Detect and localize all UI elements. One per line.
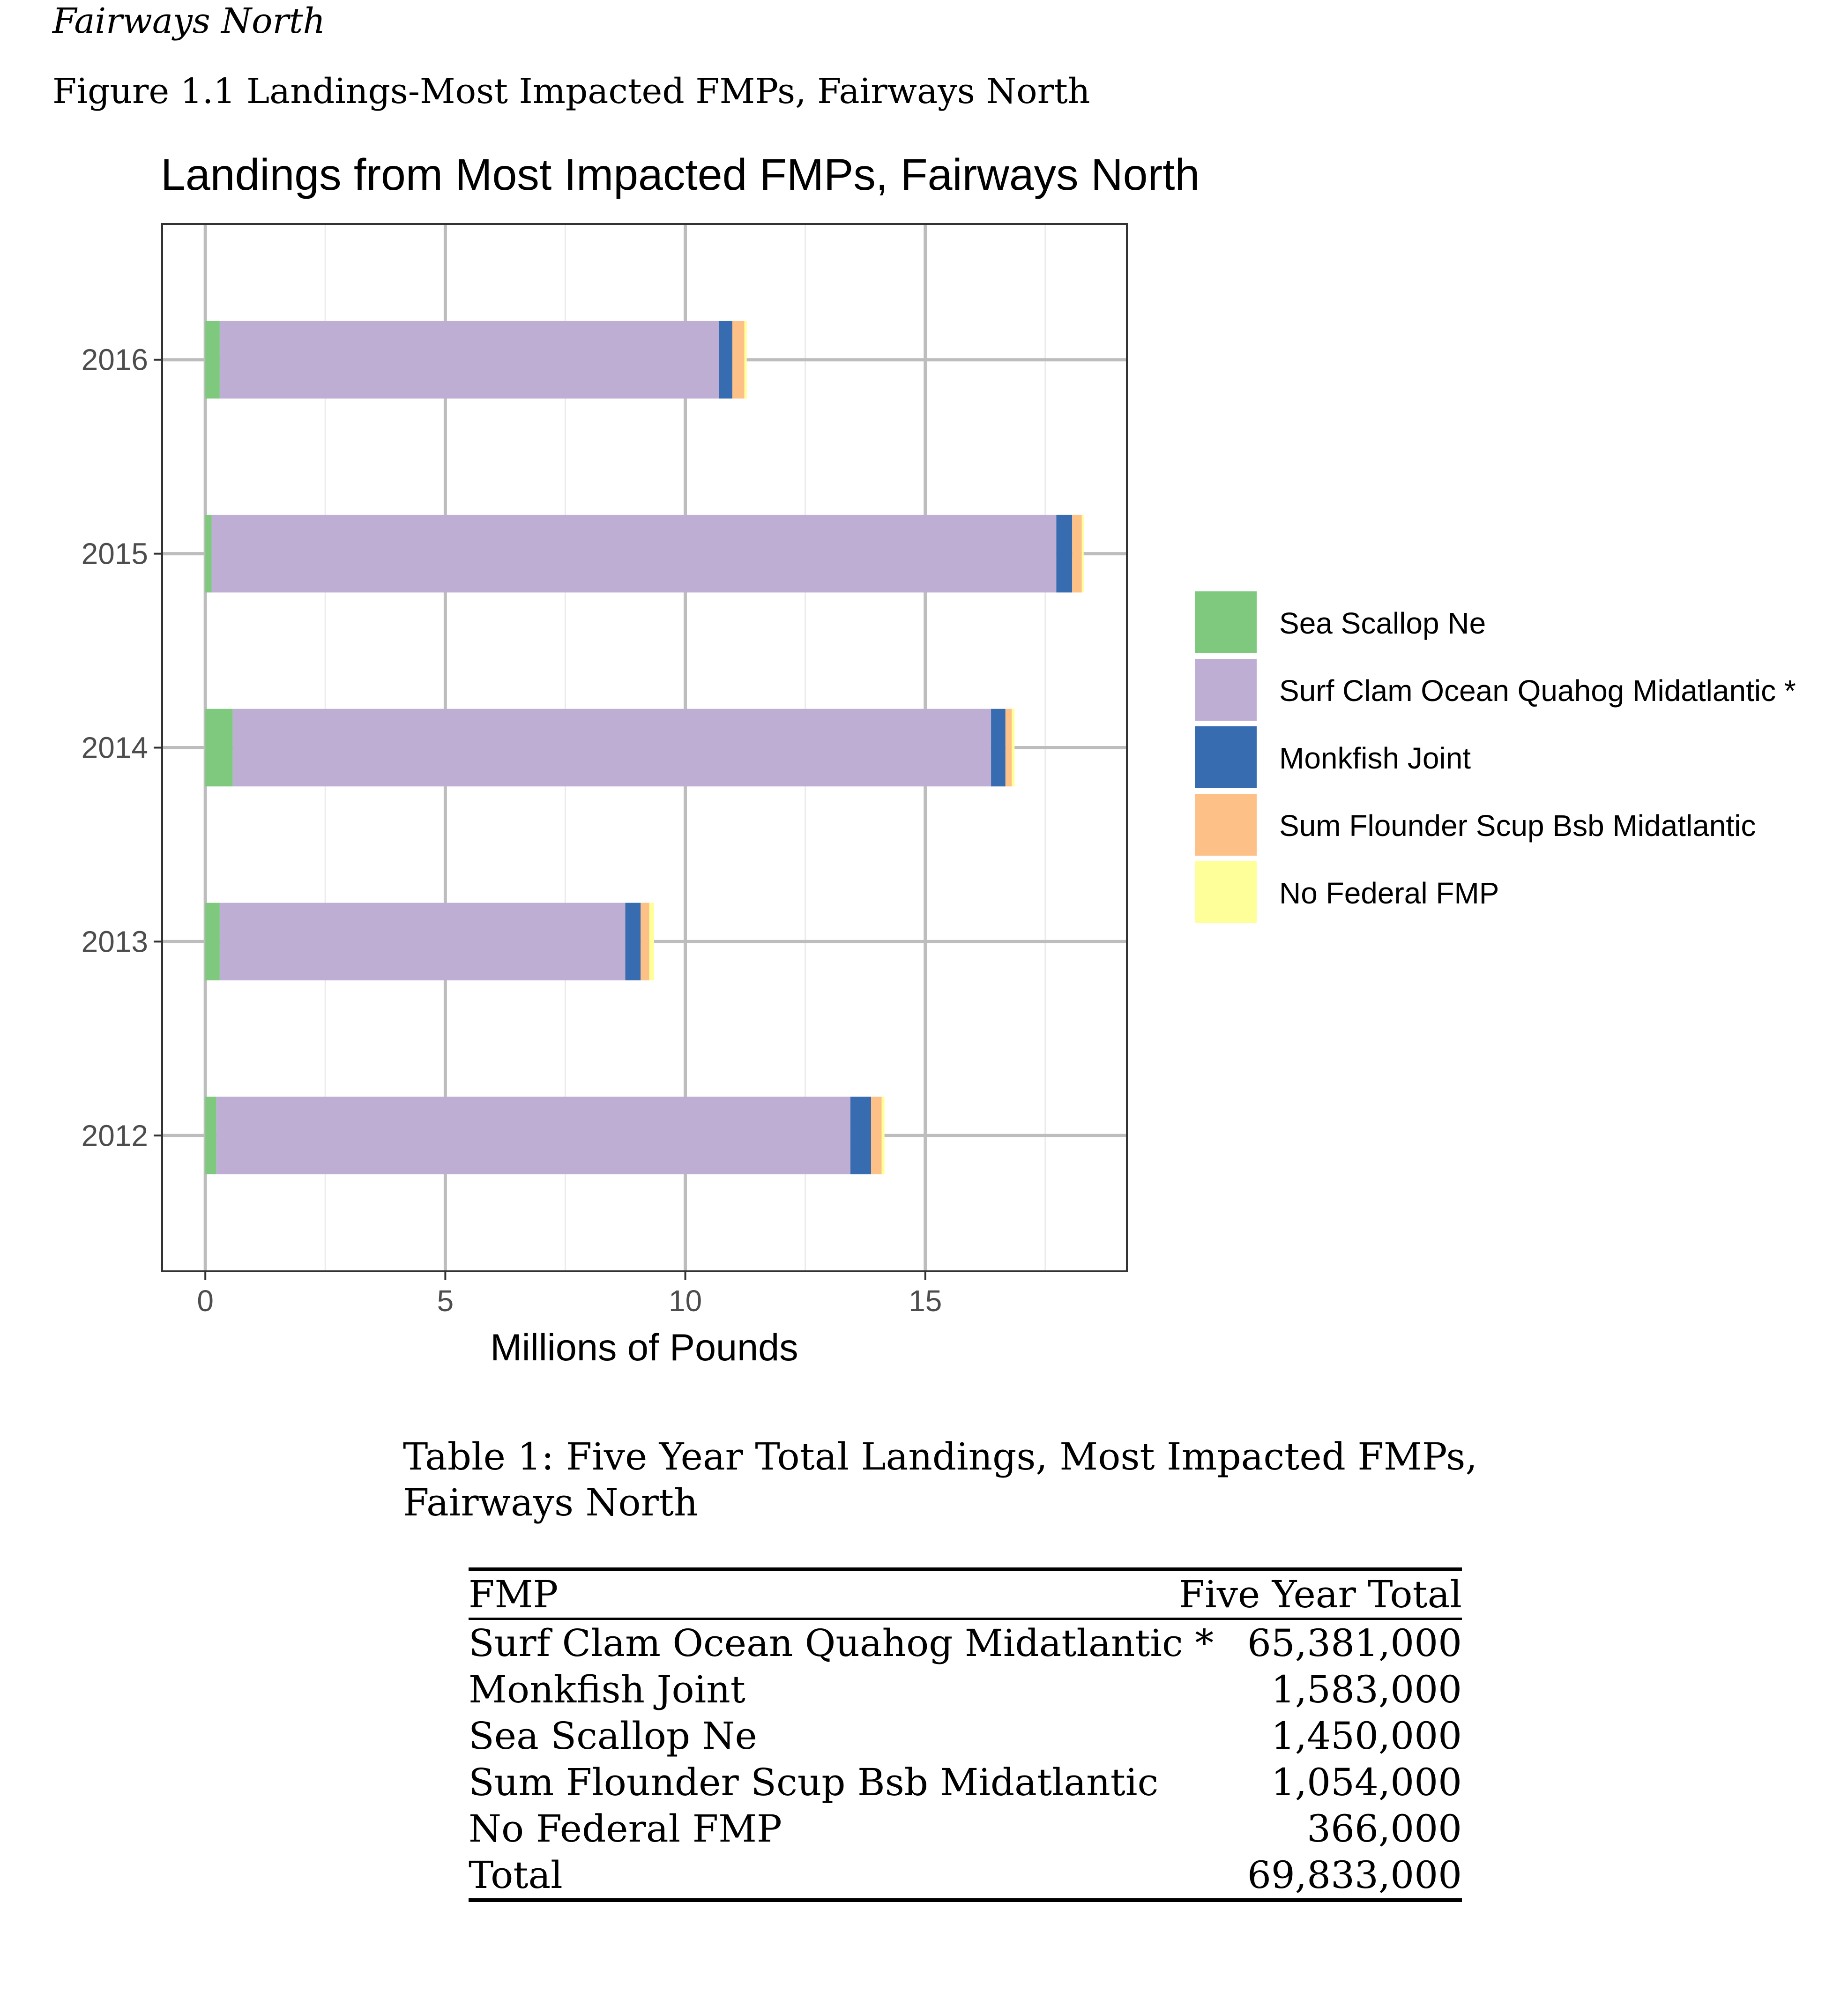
table-cell-total: 1,054,000 <box>1271 1761 1462 1804</box>
bar-segment <box>719 321 732 399</box>
x-tick-label: 5 <box>437 1284 454 1318</box>
figure-caption: Figure 1.1 Landings-Most Impacted FMPs, … <box>52 71 1090 112</box>
table-cell-total: 1,450,000 <box>1271 1714 1462 1758</box>
table-row: Sum Flounder Scup Bsb Midatlantic 1,054,… <box>469 1759 1462 1806</box>
x-axis-title: Millions of Pounds <box>490 1327 798 1369</box>
table-row: No Federal FMP 366,000 <box>469 1806 1462 1852</box>
bar-segment <box>219 903 626 981</box>
legend-label: Surf Clam Ocean Quahog Midatlantic * <box>1279 674 1796 708</box>
y-tick-label: 2013 <box>82 925 148 958</box>
chart-legend: Sea Scallop Ne Surf Clam Ocean Quahog Mid… <box>1195 591 1796 923</box>
legend-key <box>1195 659 1257 721</box>
x-tick-label: 15 <box>909 1284 942 1318</box>
table-total-row: Total 69,833,000 <box>469 1852 1462 1898</box>
bar-segment <box>881 1097 885 1175</box>
table-top-rule <box>469 1567 1462 1571</box>
table-cell-total: 366,000 <box>1307 1807 1462 1850</box>
table-cell-fmp: Surf Clam Ocean Quahog Midatlantic * <box>469 1621 1214 1665</box>
legend-key <box>1195 861 1257 923</box>
bar-segment <box>1072 515 1082 593</box>
table-total-label: Total <box>469 1853 563 1897</box>
bar-segment <box>850 1097 872 1175</box>
legend-key <box>1195 726 1257 788</box>
x-tick-label: 0 <box>197 1284 214 1318</box>
legend-label: Sum Flounder Scup Bsb Midatlantic <box>1279 809 1756 843</box>
bar-segment <box>205 1097 216 1175</box>
bar-segment <box>1056 515 1073 593</box>
table-row: Sea Scallop Ne 1,450,000 <box>469 1713 1462 1759</box>
table-header-fmp: FMP <box>469 1573 559 1616</box>
y-tick-label: 2016 <box>82 343 148 377</box>
table-caption: Table 1: Five Year Total Landings, Most … <box>403 1435 1477 1524</box>
landings-chart: Landings from Most Impacted FMPs, Fairwa… <box>82 150 1796 1369</box>
bar-segment <box>732 321 745 399</box>
table-header-row: FMP Five Year Total <box>469 1571 1462 1618</box>
table-mid-rule <box>469 1618 1462 1620</box>
legend-key <box>1195 591 1257 653</box>
table-cell-fmp: No Federal FMP <box>469 1807 782 1850</box>
fmp-table-body: Surf Clam Ocean Quahog Midatlantic * 65,… <box>469 1620 1462 1898</box>
table-cell-fmp: Monkfish Joint <box>469 1668 745 1711</box>
chart-axes: 0 5 10 15 2012 2013 2014 2015 2016 <box>82 343 942 1318</box>
bar-segment <box>1005 709 1012 787</box>
bar-segment <box>205 515 212 593</box>
bar-segment <box>1081 515 1084 593</box>
x-tick-label: 10 <box>669 1284 702 1318</box>
chart-bars <box>205 321 1084 1175</box>
running-head: Fairways North <box>52 1 326 41</box>
table-bottom-rule <box>469 1898 1462 1902</box>
table-cell-fmp: Sum Flounder Scup Bsb Midatlantic <box>469 1761 1159 1804</box>
bar-segment <box>744 321 747 399</box>
y-tick-label: 2012 <box>82 1119 148 1152</box>
bar-segment <box>625 903 641 981</box>
table-cell-fmp: Sea Scallop Ne <box>469 1714 757 1758</box>
legend-label: No Federal FMP <box>1279 876 1499 910</box>
legend-label: Sea Scallop Ne <box>1279 606 1486 640</box>
bar-segment <box>649 903 654 981</box>
table-total-value: 69,833,000 <box>1247 1853 1462 1897</box>
legend-key <box>1195 794 1257 856</box>
bar-segment <box>871 1097 882 1175</box>
bar-segment <box>205 709 233 787</box>
bar-segment <box>219 321 719 399</box>
y-tick-label: 2015 <box>82 537 148 571</box>
table-row: Surf Clam Ocean Quahog Midatlantic * 65,… <box>469 1620 1462 1666</box>
bar-segment <box>232 709 991 787</box>
table-cell-total: 65,381,000 <box>1247 1621 1462 1665</box>
bar-segment <box>1012 709 1015 787</box>
bar-segment <box>205 903 220 981</box>
table-header-total: Five Year Total <box>1178 1573 1462 1616</box>
legend-label: Monkfish Joint <box>1279 741 1471 775</box>
bar-segment <box>641 903 649 981</box>
chart-title: Landings from Most Impacted FMPs, Fairwa… <box>161 150 1200 200</box>
table-row: Monkfish Joint 1,583,000 <box>469 1666 1462 1713</box>
bar-segment <box>991 709 1006 787</box>
y-tick-label: 2014 <box>82 731 148 765</box>
table-cell-total: 1,583,000 <box>1271 1668 1462 1711</box>
bar-segment <box>211 515 1057 593</box>
five-year-total-table: FMP Five Year Total Surf Clam Ocean Quah… <box>469 1567 1462 1902</box>
bar-segment <box>205 321 220 399</box>
bar-segment <box>216 1097 850 1175</box>
fmp-table: FMP Five Year Total <box>469 1571 1462 1618</box>
